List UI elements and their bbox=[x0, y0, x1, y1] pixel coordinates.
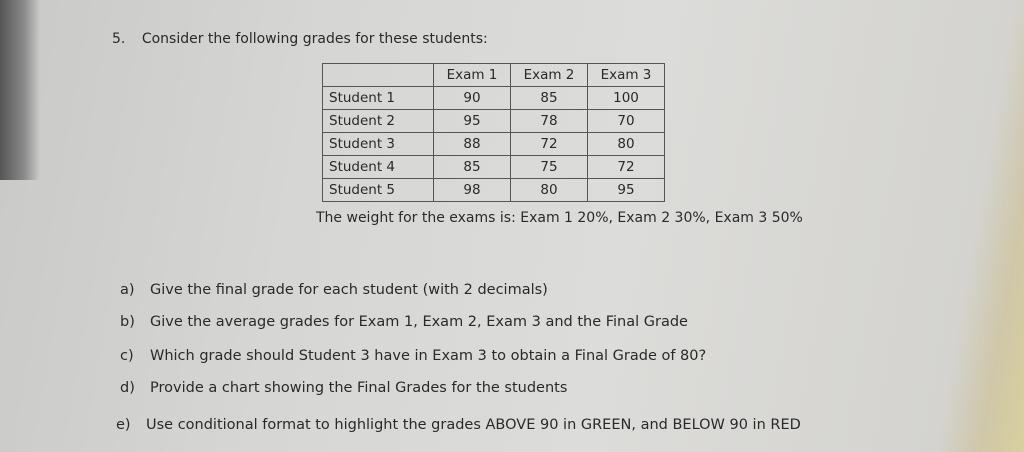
subquestion-c: c) Which grade should Student 3 have in E… bbox=[120, 348, 706, 364]
table-header-row: Exam 1 Exam 2 Exam 3 bbox=[322, 63, 665, 87]
student-name: Student 3 bbox=[322, 132, 434, 156]
question-heading: 5. Consider the following grades for the… bbox=[112, 31, 488, 47]
grade-cell: 95 bbox=[587, 178, 665, 202]
grade-cell: 85 bbox=[510, 86, 588, 110]
subquestion-text: Give the final grade for each student (w… bbox=[150, 282, 548, 298]
table-row: Student 5 98 80 95 bbox=[322, 178, 665, 202]
subquestion-text: Use conditional format to highlight the … bbox=[146, 417, 801, 433]
subquestion-e: e) Use conditional format to highlight th… bbox=[116, 417, 801, 433]
subquestion-b: b) Give the average grades for Exam 1, Ex… bbox=[120, 314, 688, 330]
subquestion-label: a) bbox=[120, 282, 135, 298]
grade-cell: 100 bbox=[587, 86, 665, 110]
grade-cell: 98 bbox=[433, 178, 511, 202]
subquestion-text: Which grade should Student 3 have in Exa… bbox=[150, 348, 707, 364]
exam-weights: The weight for the exams is: Exam 1 20%,… bbox=[316, 210, 803, 226]
student-name: Student 2 bbox=[322, 109, 434, 133]
grade-cell: 70 bbox=[587, 109, 665, 133]
grade-cell: 88 bbox=[433, 132, 511, 156]
subquestion-d: d) Provide a chart showing the Final Grad… bbox=[120, 380, 567, 396]
student-name: Student 1 bbox=[322, 86, 434, 110]
table-row: Student 4 85 75 72 bbox=[322, 155, 665, 179]
grade-cell: 80 bbox=[510, 178, 588, 202]
grade-cell: 90 bbox=[433, 86, 511, 110]
question-text: Consider the following grades for these … bbox=[141, 31, 488, 47]
grade-cell: 75 bbox=[510, 155, 588, 179]
table-row: Student 3 88 72 80 bbox=[322, 132, 665, 156]
question-number: 5. bbox=[112, 31, 126, 47]
subquestion-label: e) bbox=[116, 417, 131, 433]
table-header: Exam 1 bbox=[433, 63, 511, 87]
grade-cell: 95 bbox=[433, 109, 511, 133]
table-header-blank bbox=[322, 63, 434, 87]
subquestion-text: Provide a chart showing the Final Grades… bbox=[150, 380, 568, 396]
subquestion-label: b) bbox=[120, 314, 135, 330]
student-name: Student 4 bbox=[322, 155, 434, 179]
grade-cell: 78 bbox=[510, 109, 588, 133]
grade-cell: 72 bbox=[510, 132, 588, 156]
grade-cell: 80 bbox=[587, 132, 665, 156]
table-header: Exam 2 bbox=[510, 63, 588, 87]
subquestion-label: c) bbox=[120, 348, 134, 364]
desk-background bbox=[0, 0, 40, 180]
table-row: Student 2 95 78 70 bbox=[322, 109, 665, 133]
student-name: Student 5 bbox=[322, 178, 434, 202]
table-header: Exam 3 bbox=[587, 63, 665, 87]
subquestion-label: d) bbox=[120, 380, 135, 396]
table-row: Student 1 90 85 100 bbox=[322, 86, 665, 110]
grade-cell: 72 bbox=[587, 155, 665, 179]
grades-table: Exam 1 Exam 2 Exam 3 Student 1 90 85 100… bbox=[322, 63, 665, 202]
grade-cell: 85 bbox=[433, 155, 511, 179]
subquestion-text: Give the average grades for Exam 1, Exam… bbox=[150, 314, 688, 330]
subquestion-a: a) Give the final grade for each student … bbox=[120, 282, 548, 298]
